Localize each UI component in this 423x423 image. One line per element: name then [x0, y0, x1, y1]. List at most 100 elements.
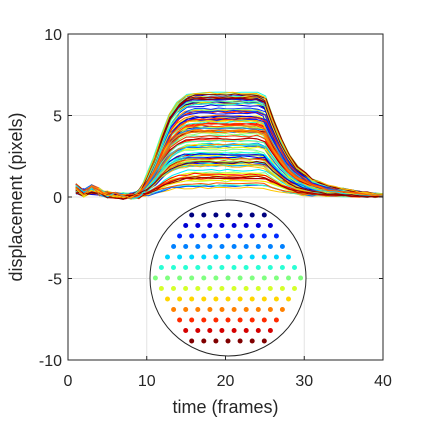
inset-marker: [261, 338, 267, 344]
axis-ticks: 0 10 20 30 40 -10 -5 0 5 10: [39, 27, 392, 390]
inset-marker: [286, 275, 291, 281]
inset-marker: [286, 296, 291, 302]
inset-marker: [213, 254, 219, 260]
inset-marker: [219, 286, 225, 291]
inset-marker: [183, 244, 189, 249]
inset-marker: [243, 244, 249, 249]
inset-marker: [261, 212, 267, 218]
inset-marker: [225, 275, 231, 281]
inset-marker: [189, 212, 195, 218]
inset-marker: [249, 296, 255, 302]
inset-marker: [213, 275, 219, 281]
inset-marker: [213, 233, 219, 239]
y-tick-label: -10: [39, 353, 62, 370]
inset-marker: [213, 317, 219, 323]
inset-marker: [249, 254, 255, 260]
inset-marker: [237, 254, 243, 260]
inset-marker: [225, 233, 231, 239]
inset-marker: [189, 275, 195, 281]
inset-marker: [231, 307, 237, 312]
inset-marker: [177, 296, 183, 302]
inset-marker: [189, 317, 195, 323]
inset-marker: [237, 338, 243, 344]
inset-marker: [273, 317, 279, 323]
inset-marker: [292, 286, 297, 291]
inset-marker: [273, 296, 279, 302]
inset-marker: [165, 296, 170, 302]
inset-marker: [261, 296, 267, 302]
inset-marker: [201, 296, 207, 302]
inset-marker: [195, 307, 201, 312]
inset-marker: [225, 338, 231, 344]
inset-marker: [189, 254, 195, 260]
inset-marker: [267, 328, 273, 333]
inset-marker: [255, 307, 261, 312]
displacement-trace: [75, 175, 384, 199]
inset-marker: [201, 254, 207, 260]
y-tick-label: 10: [44, 27, 62, 44]
inset-marker: [195, 223, 201, 228]
inset-marker: [201, 317, 207, 323]
inset-marker: [201, 212, 207, 218]
inset-marker: [219, 307, 225, 312]
inset-marker: [255, 286, 261, 291]
inset-marker: [279, 307, 285, 312]
inset-marker: [243, 286, 249, 291]
inset-marker: [219, 244, 225, 249]
inset-marker: [255, 223, 261, 228]
inset-marker: [231, 265, 237, 270]
inset-marker: [249, 233, 255, 239]
inset-marker: [231, 286, 237, 291]
inset-marker: [165, 254, 170, 260]
inset-marker: [219, 223, 225, 228]
inset-marker: [249, 338, 255, 344]
y-tick-label: -5: [48, 272, 62, 289]
inset-marker: [219, 328, 225, 333]
inset-marker: [267, 265, 273, 270]
displacement-traces: [75, 91, 384, 200]
displacement-trace: [75, 130, 384, 200]
inset-marker: [237, 275, 243, 281]
inset-marker: [292, 265, 297, 270]
inset-marker: [237, 296, 243, 302]
inset-marker: [279, 286, 285, 291]
inset-marker: [231, 328, 237, 333]
inset-marker: [177, 254, 183, 260]
inset-marker: [189, 296, 195, 302]
x-tick-label: 0: [64, 373, 73, 390]
inset-marker: [261, 275, 267, 281]
inset-marker: [171, 307, 177, 312]
y-axis-label: displacement (pixels): [6, 112, 26, 281]
inset-marker: [165, 275, 170, 281]
inset-marker: [183, 307, 189, 312]
y-tick-label: 0: [53, 190, 62, 207]
inset-marker: [213, 338, 219, 344]
inset-marker: [231, 244, 237, 249]
inset-marker: [255, 328, 261, 333]
inset-marker: [171, 265, 176, 270]
inset-marker: [243, 265, 249, 270]
x-tick-label: 30: [295, 373, 313, 390]
x-tick-label: 40: [374, 373, 392, 390]
inset-marker: [171, 244, 177, 249]
inset-marker: [213, 212, 219, 218]
inset-marker: [249, 212, 255, 218]
inset-marker: [267, 286, 273, 291]
inset-marker: [267, 244, 273, 249]
inset-marker: [273, 254, 279, 260]
inset-marker: [177, 275, 183, 281]
displacement-trace: [75, 161, 383, 200]
inset-marker: [152, 275, 158, 281]
inset-marker: [279, 265, 285, 270]
inset-marker: [189, 233, 195, 239]
inset-marker: [201, 338, 207, 344]
inset-marker: [158, 265, 164, 270]
x-tick-label: 10: [138, 373, 156, 390]
inset-marker: [249, 317, 255, 323]
inset-marker: [255, 244, 261, 249]
inset-marker: [201, 275, 207, 281]
inset-marker: [243, 307, 249, 312]
inset-marker: [225, 212, 231, 218]
